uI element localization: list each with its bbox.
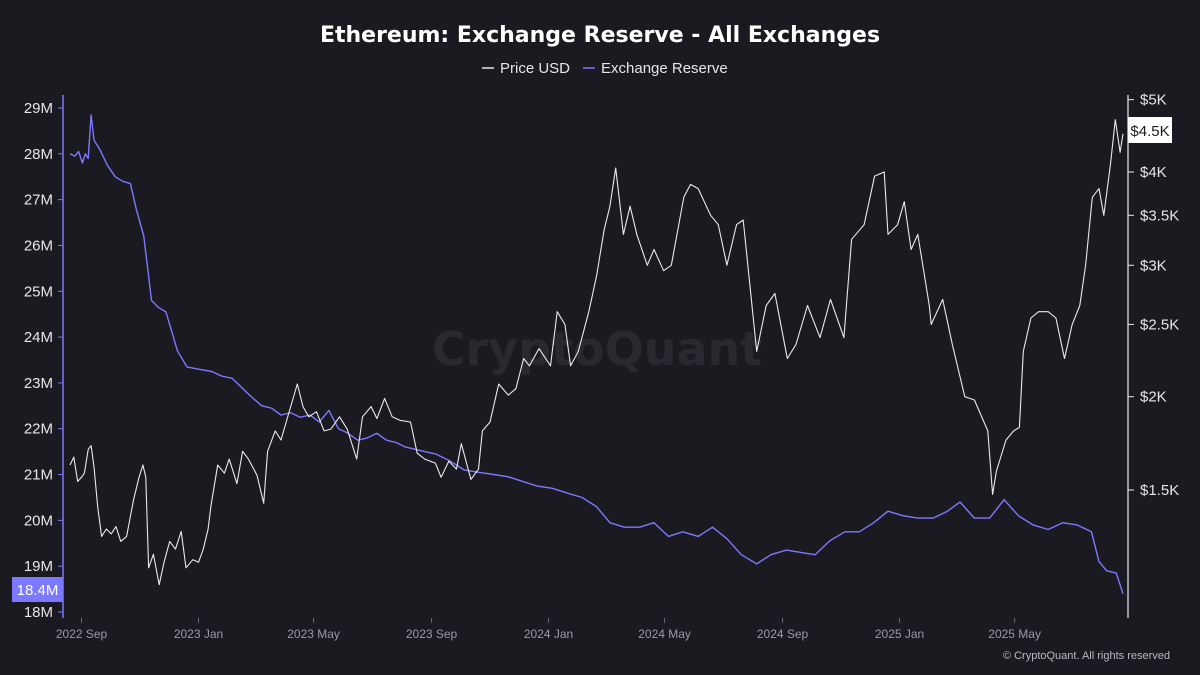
- right-tick-label: $2.5K: [1140, 316, 1179, 333]
- right-current-tag-bg: [1128, 117, 1172, 143]
- left-tick-label: 19M: [24, 558, 53, 575]
- right-tick-label: $5K: [1140, 92, 1167, 109]
- chart-title: Ethereum: Exchange Reserve - All Exchang…: [320, 23, 880, 48]
- legend-reserve-label[interactable]: Exchange Reserve: [601, 60, 728, 77]
- left-tick-label: 22M: [24, 421, 53, 438]
- x-tick-label: 2023 Jan: [174, 627, 223, 641]
- left-tick-label: 29M: [24, 100, 53, 117]
- left-axis-ticks: 18M 19M 20M 21M 22M 23M 24M 25M 26M 27M 28M 29M: [24, 100, 63, 621]
- x-tick-label: 2023 Sep: [406, 627, 458, 641]
- left-tick-label: 24M: [24, 329, 53, 346]
- left-current-tag-bg: [12, 577, 63, 602]
- legend: Price USD Exchange Reserve: [482, 60, 728, 77]
- x-tick-label: 2025 Jan: [875, 627, 924, 641]
- watermark: CryptoQuant: [432, 322, 763, 376]
- right-current-tag: $4.5K: [1128, 117, 1172, 143]
- left-tick-label: 21M: [24, 467, 53, 484]
- left-tick-label: 27M: [24, 192, 53, 209]
- x-axis-ticks: 2022 Sep 2023 Jan 2023 May 2023 Sep 2024 Jan…: [56, 618, 1041, 641]
- left-tick-label: 25M: [24, 283, 53, 300]
- x-tick-label: 2022 Sep: [56, 627, 108, 641]
- left-current-value: 18.4M: [17, 582, 59, 599]
- x-tick-label: 2024 Sep: [757, 627, 809, 641]
- x-tick-label: 2023 May: [287, 627, 340, 641]
- left-tick-label: 28M: [24, 146, 53, 163]
- left-tick-label: 18M: [24, 604, 53, 621]
- right-current-value: $4.5K: [1130, 123, 1169, 140]
- right-axis-ticks: $1.5K $2K $2.5K $3K $3.5K $4K $5K: [1128, 92, 1179, 499]
- right-tick-label: $4K: [1140, 164, 1167, 181]
- legend-price-label[interactable]: Price USD: [500, 60, 570, 77]
- right-tick-label: $1.5K: [1140, 482, 1179, 499]
- left-tick-label: 26M: [24, 237, 53, 254]
- left-tick-label: 20M: [24, 512, 53, 529]
- series-price-usd: [69, 119, 1124, 586]
- right-tick-label: $3.5K: [1140, 207, 1179, 224]
- x-tick-label: 2024 Jan: [524, 627, 573, 641]
- copyright: © CryptoQuant. All rights reserved: [1003, 650, 1170, 662]
- right-tick-label: $2K: [1140, 389, 1167, 406]
- x-tick-label: 2024 May: [638, 627, 691, 641]
- left-current-tag: 18.4M: [12, 577, 63, 602]
- x-tick-label: 2025 May: [988, 627, 1041, 641]
- left-tick-label: 23M: [24, 375, 53, 392]
- right-tick-label: $3K: [1140, 257, 1167, 274]
